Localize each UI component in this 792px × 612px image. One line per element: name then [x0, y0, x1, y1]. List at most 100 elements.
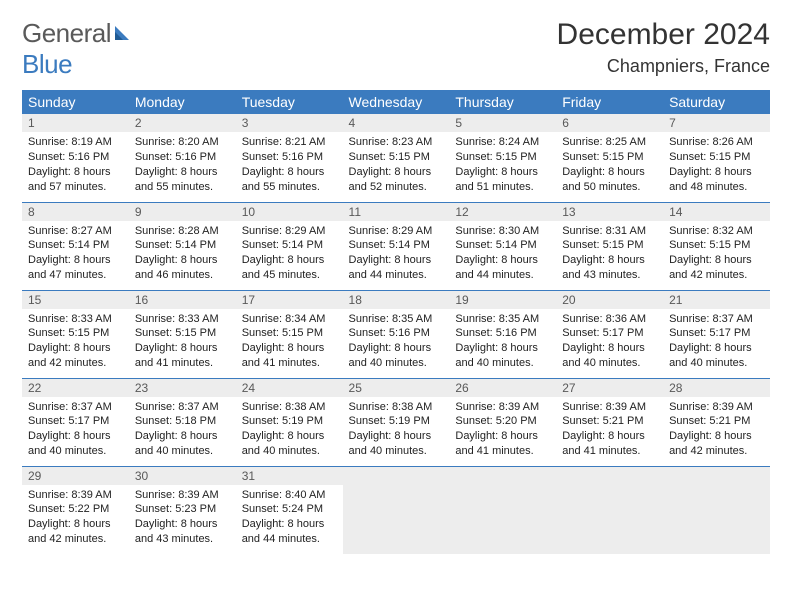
sunset-text: Sunset: 5:15 PM — [562, 150, 657, 165]
sunset-text: Sunset: 5:14 PM — [455, 238, 550, 253]
day-header: Thursday — [449, 90, 556, 114]
calendar-week: 8Sunrise: 8:27 AMSunset: 5:14 PMDaylight… — [22, 202, 770, 290]
sunrise-text: Sunrise: 8:29 AM — [349, 224, 444, 239]
calendar-cell: 2Sunrise: 8:20 AMSunset: 5:16 PMDaylight… — [129, 114, 236, 202]
day-body: Sunrise: 8:27 AMSunset: 5:14 PMDaylight:… — [22, 221, 129, 287]
day-number: 31 — [236, 467, 343, 485]
sunrise-text: Sunrise: 8:23 AM — [349, 135, 444, 150]
sunset-text: Sunset: 5:23 PM — [135, 502, 230, 517]
daylight-text: Daylight: 8 hours and 41 minutes. — [562, 429, 657, 459]
sunrise-text: Sunrise: 8:39 AM — [669, 400, 764, 415]
calendar-cell: 31Sunrise: 8:40 AMSunset: 5:24 PMDayligh… — [236, 466, 343, 554]
sunrise-text: Sunrise: 8:38 AM — [242, 400, 337, 415]
sunrise-text: Sunrise: 8:33 AM — [135, 312, 230, 327]
sunset-text: Sunset: 5:14 PM — [242, 238, 337, 253]
calendar-header-row: SundayMondayTuesdayWednesdayThursdayFrid… — [22, 90, 770, 114]
day-header: Wednesday — [343, 90, 450, 114]
calendar-cell — [663, 466, 770, 554]
calendar-cell: 13Sunrise: 8:31 AMSunset: 5:15 PMDayligh… — [556, 202, 663, 290]
daylight-text: Daylight: 8 hours and 47 minutes. — [28, 253, 123, 283]
day-body: Sunrise: 8:21 AMSunset: 5:16 PMDaylight:… — [236, 132, 343, 198]
sunrise-text: Sunrise: 8:34 AM — [242, 312, 337, 327]
sunset-text: Sunset: 5:19 PM — [242, 414, 337, 429]
day-number: 25 — [343, 379, 450, 397]
day-body: Sunrise: 8:38 AMSunset: 5:19 PMDaylight:… — [236, 397, 343, 463]
calendar-cell: 17Sunrise: 8:34 AMSunset: 5:15 PMDayligh… — [236, 290, 343, 378]
calendar-cell: 4Sunrise: 8:23 AMSunset: 5:15 PMDaylight… — [343, 114, 450, 202]
daylight-text: Daylight: 8 hours and 40 minutes. — [562, 341, 657, 371]
day-body: Sunrise: 8:39 AMSunset: 5:23 PMDaylight:… — [129, 485, 236, 551]
day-body: Sunrise: 8:35 AMSunset: 5:16 PMDaylight:… — [449, 309, 556, 375]
sunrise-text: Sunrise: 8:40 AM — [242, 488, 337, 503]
brand-logo: General Blue — [22, 18, 133, 80]
day-body: Sunrise: 8:28 AMSunset: 5:14 PMDaylight:… — [129, 221, 236, 287]
calendar-cell: 27Sunrise: 8:39 AMSunset: 5:21 PMDayligh… — [556, 378, 663, 466]
sunrise-text: Sunrise: 8:37 AM — [135, 400, 230, 415]
calendar-cell: 3Sunrise: 8:21 AMSunset: 5:16 PMDaylight… — [236, 114, 343, 202]
sunset-text: Sunset: 5:15 PM — [28, 326, 123, 341]
daylight-text: Daylight: 8 hours and 50 minutes. — [562, 165, 657, 195]
calendar-cell: 22Sunrise: 8:37 AMSunset: 5:17 PMDayligh… — [22, 378, 129, 466]
day-body: Sunrise: 8:19 AMSunset: 5:16 PMDaylight:… — [22, 132, 129, 198]
day-body: Sunrise: 8:32 AMSunset: 5:15 PMDaylight:… — [663, 221, 770, 287]
calendar-cell: 23Sunrise: 8:37 AMSunset: 5:18 PMDayligh… — [129, 378, 236, 466]
daylight-text: Daylight: 8 hours and 55 minutes. — [135, 165, 230, 195]
sunset-text: Sunset: 5:15 PM — [349, 150, 444, 165]
day-body: Sunrise: 8:29 AMSunset: 5:14 PMDaylight:… — [343, 221, 450, 287]
sunset-text: Sunset: 5:16 PM — [455, 326, 550, 341]
calendar-cell: 8Sunrise: 8:27 AMSunset: 5:14 PMDaylight… — [22, 202, 129, 290]
calendar-cell: 11Sunrise: 8:29 AMSunset: 5:14 PMDayligh… — [343, 202, 450, 290]
day-body: Sunrise: 8:39 AMSunset: 5:22 PMDaylight:… — [22, 485, 129, 551]
sunset-text: Sunset: 5:14 PM — [135, 238, 230, 253]
sunset-text: Sunset: 5:14 PM — [349, 238, 444, 253]
daylight-text: Daylight: 8 hours and 45 minutes. — [242, 253, 337, 283]
sunset-text: Sunset: 5:21 PM — [562, 414, 657, 429]
day-number: 3 — [236, 114, 343, 132]
day-header: Sunday — [22, 90, 129, 114]
day-header: Tuesday — [236, 90, 343, 114]
day-number: 5 — [449, 114, 556, 132]
day-number: 20 — [556, 291, 663, 309]
day-number: 19 — [449, 291, 556, 309]
day-body: Sunrise: 8:33 AMSunset: 5:15 PMDaylight:… — [22, 309, 129, 375]
day-header: Monday — [129, 90, 236, 114]
calendar-cell: 16Sunrise: 8:33 AMSunset: 5:15 PMDayligh… — [129, 290, 236, 378]
calendar-cell: 30Sunrise: 8:39 AMSunset: 5:23 PMDayligh… — [129, 466, 236, 554]
sunset-text: Sunset: 5:15 PM — [242, 326, 337, 341]
sunrise-text: Sunrise: 8:32 AM — [669, 224, 764, 239]
day-header: Saturday — [663, 90, 770, 114]
day-body: Sunrise: 8:30 AMSunset: 5:14 PMDaylight:… — [449, 221, 556, 287]
sunrise-text: Sunrise: 8:30 AM — [455, 224, 550, 239]
sunset-text: Sunset: 5:15 PM — [135, 326, 230, 341]
day-body: Sunrise: 8:37 AMSunset: 5:17 PMDaylight:… — [663, 309, 770, 375]
day-number: 8 — [22, 203, 129, 221]
day-number: 23 — [129, 379, 236, 397]
calendar-week: 1Sunrise: 8:19 AMSunset: 5:16 PMDaylight… — [22, 114, 770, 202]
sunset-text: Sunset: 5:17 PM — [669, 326, 764, 341]
daylight-text: Daylight: 8 hours and 40 minutes. — [349, 429, 444, 459]
sunrise-text: Sunrise: 8:24 AM — [455, 135, 550, 150]
calendar-cell: 7Sunrise: 8:26 AMSunset: 5:15 PMDaylight… — [663, 114, 770, 202]
calendar-cell: 25Sunrise: 8:38 AMSunset: 5:19 PMDayligh… — [343, 378, 450, 466]
daylight-text: Daylight: 8 hours and 40 minutes. — [28, 429, 123, 459]
day-number: 26 — [449, 379, 556, 397]
sunset-text: Sunset: 5:15 PM — [562, 238, 657, 253]
sunrise-text: Sunrise: 8:28 AM — [135, 224, 230, 239]
day-body: Sunrise: 8:38 AMSunset: 5:19 PMDaylight:… — [343, 397, 450, 463]
sunset-text: Sunset: 5:16 PM — [28, 150, 123, 165]
day-body: Sunrise: 8:23 AMSunset: 5:15 PMDaylight:… — [343, 132, 450, 198]
daylight-text: Daylight: 8 hours and 42 minutes. — [28, 517, 123, 547]
calendar-week: 15Sunrise: 8:33 AMSunset: 5:15 PMDayligh… — [22, 290, 770, 378]
daylight-text: Daylight: 8 hours and 44 minutes. — [455, 253, 550, 283]
calendar-table: SundayMondayTuesdayWednesdayThursdayFrid… — [22, 90, 770, 554]
sunrise-text: Sunrise: 8:39 AM — [562, 400, 657, 415]
day-number: 30 — [129, 467, 236, 485]
sunset-text: Sunset: 5:14 PM — [28, 238, 123, 253]
day-number: 7 — [663, 114, 770, 132]
brand-word1: General — [22, 18, 111, 48]
sunset-text: Sunset: 5:16 PM — [242, 150, 337, 165]
calendar-cell: 26Sunrise: 8:39 AMSunset: 5:20 PMDayligh… — [449, 378, 556, 466]
daylight-text: Daylight: 8 hours and 41 minutes. — [242, 341, 337, 371]
day-body: Sunrise: 8:36 AMSunset: 5:17 PMDaylight:… — [556, 309, 663, 375]
sunrise-text: Sunrise: 8:35 AM — [349, 312, 444, 327]
